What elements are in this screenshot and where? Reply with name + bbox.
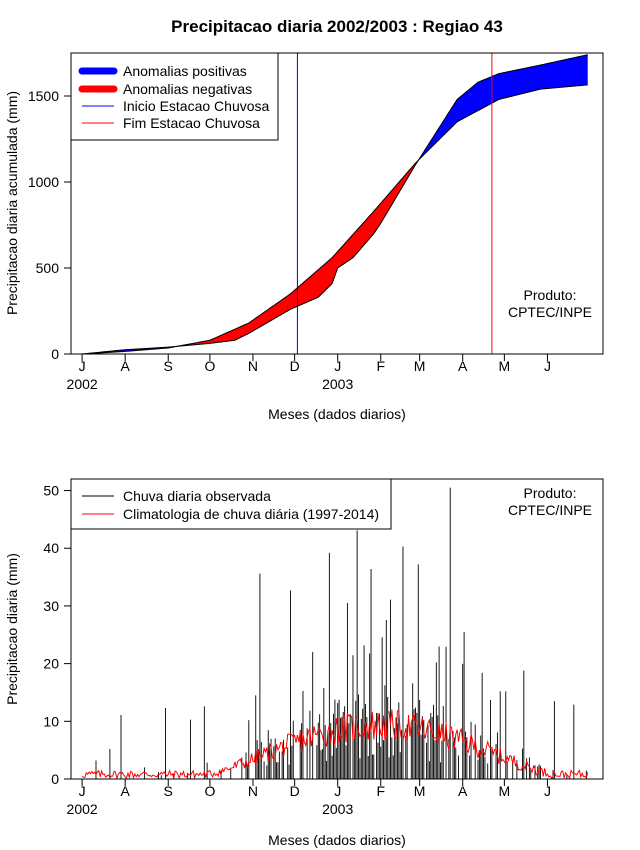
legend-label-observed: Chuva diaria observada [123,488,271,504]
x-tick-label: J [79,358,86,374]
x-tick-label: A [458,358,468,374]
x-tick-label: A [121,358,131,374]
positive-anomaly-area [419,54,588,159]
y-tick-label: 0 [51,771,59,787]
daily-note: Produto: CPTEC/INPE [508,485,592,518]
chart-title: Precipitacao diaria 2002/2003 : Regiao 4… [171,17,503,36]
daily-y-axis: 0 10 20 30 40 50 [43,483,72,787]
daily-plot-area [81,487,589,781]
year-label: 2002 [67,801,98,817]
x-tick-label: N [248,783,258,799]
x-tick-label: J [79,783,86,799]
y-tick-label: 1500 [28,88,59,104]
legend-label-climatology: Climatologia de chuva diária (1997-2014) [123,506,379,522]
x-tick-label: A [458,783,468,799]
legend-box [70,478,392,530]
observed-cumulative-line [82,54,588,355]
y-tick-label: 50 [43,483,59,499]
x-tick-label: J [544,358,551,374]
x-tick-label: F [376,358,385,374]
cumulative-y-label: Precipitacao diaria acumulada (mm) [4,91,20,315]
climatology-daily-line [81,709,589,781]
x-tick-label: D [290,783,300,799]
cumulative-plot-area [82,53,588,355]
note-line-1: Produto: [524,485,577,501]
year-label: 2003 [322,801,353,817]
y-tick-label: 30 [43,598,59,614]
x-tick-label: J [334,358,341,374]
cumulative-legend: Anomalias positivas Anomalias negativas … [70,52,279,141]
note-line-2: CPTEC/INPE [508,502,592,518]
x-tick-label: M [499,358,511,374]
cumulative-chart: 0 500 1000 1500 J A S O N D J F M A M J 2002 2003 Meses … [4,52,604,422]
cumulative-y-axis: 0 500 1000 1500 [28,88,72,362]
x-tick-label: A [121,783,131,799]
daily-x-axis: J A S O N D J F M A M J 2002 2003 [67,778,551,817]
x-tick-label: S [164,783,173,799]
x-tick-label: N [248,358,258,374]
legend-label-onset: Inicio Estacao Chuvosa [123,98,270,114]
x-tick-label: S [164,358,173,374]
daily-x-label: Meses (dados diarios) [268,832,406,848]
note-line-2: CPTEC/INPE [508,304,592,320]
daily-y-label: Precipitacao diaria (mm) [4,553,20,705]
legend-label-end: Fim Estacao Chuvosa [123,115,260,131]
y-tick-label: 10 [43,713,59,729]
negative-anomaly-area [177,158,420,347]
x-tick-label: M [414,358,426,374]
legend-label-positive: Anomalias positivas [123,63,247,79]
daily-legend: Chuva diaria observada Climatologia de c… [70,478,392,530]
y-tick-label: 500 [36,260,60,276]
legend-label-negative: Anomalias negativas [123,81,252,97]
x-tick-label: M [499,783,511,799]
x-tick-label: O [204,783,215,799]
x-tick-label: J [544,783,551,799]
y-tick-label: 0 [51,346,59,362]
climatology-cumulative-line [82,84,588,355]
y-tick-label: 40 [43,540,59,556]
cumulative-x-axis: J A S O N D J F M A M J 2002 2003 [67,353,551,392]
year-label: 2003 [322,376,353,392]
x-tick-label: F [376,783,385,799]
y-tick-label: 20 [43,656,59,672]
x-tick-label: M [414,783,426,799]
x-tick-label: J [334,783,341,799]
note-line-1: Produto: [524,287,577,303]
x-tick-label: D [290,358,300,374]
daily-chart: 0 10 20 30 40 50 J A S O N D J F M A M J 2002 2003 Meses (… [4,478,604,848]
x-tick-label: O [204,358,215,374]
year-label: 2002 [67,376,98,392]
cumulative-note: Produto: CPTEC/INPE [508,287,592,320]
cumulative-x-label: Meses (dados diarios) [268,406,406,422]
y-tick-label: 1000 [28,174,59,190]
